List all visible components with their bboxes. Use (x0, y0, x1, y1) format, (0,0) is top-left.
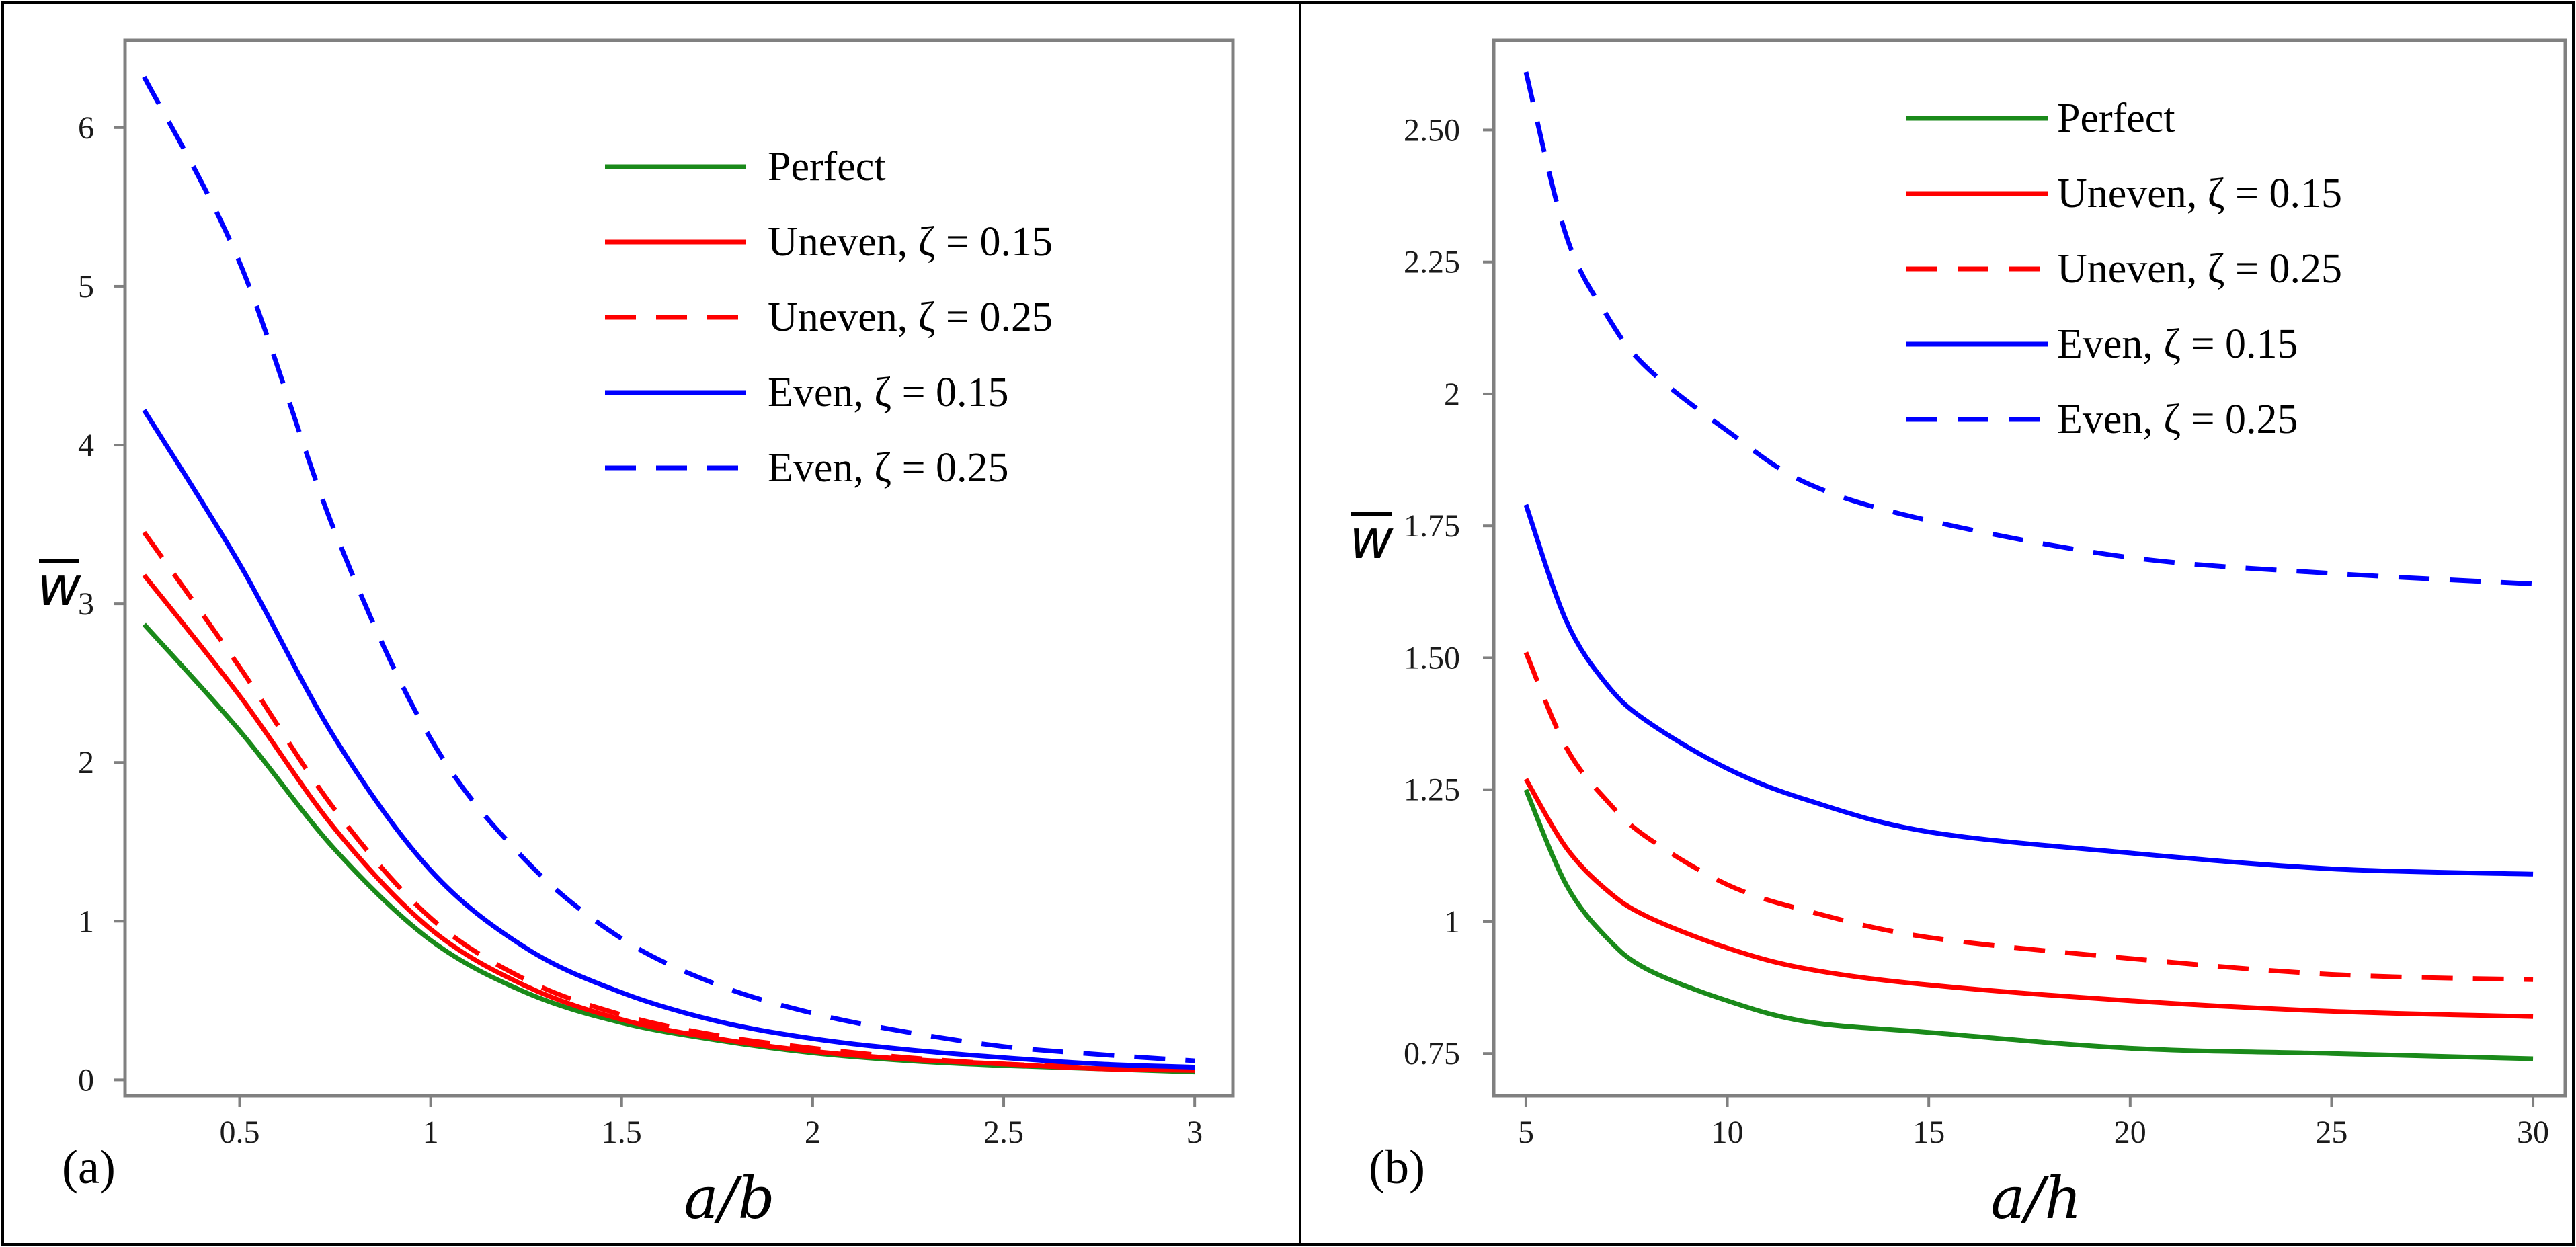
x-tick-label: 20 (2114, 1115, 2146, 1150)
y-tick-label: 1.75 (1404, 508, 1460, 544)
y-tick-label: 1 (1444, 904, 1460, 940)
y-tick-label: 6 (78, 110, 94, 146)
series-line-even-dashed (1523, 71, 2534, 587)
legend-entry-label: Even, ζ = 0.25 (768, 445, 1009, 491)
y-tick-label: 5 (78, 269, 94, 305)
x-tick-label: 15 (1913, 1115, 1945, 1150)
x-tick-label: 10 (1712, 1115, 1744, 1150)
x-tick-label: 2.5 (983, 1115, 1024, 1150)
series-line-uneven-dashed (142, 530, 1195, 1073)
y-tick-label: 2.25 (1404, 245, 1460, 280)
y-tick-label: 2 (78, 745, 94, 780)
x-tick-label: 5 (1518, 1115, 1534, 1150)
x-tick-label: 30 (2517, 1115, 2549, 1150)
y-tick-label: 0 (78, 1062, 94, 1098)
x-tick-label: 3 (1186, 1115, 1203, 1150)
chart-panel-b: 5 10 15 20 25 30 0.75 1 1.25 1.50 1.75 2 2.25 2.50 Per… (1349, 38, 2567, 1232)
chart-panel-a: 0.5 1 1.5 2 2.5 3 0 1 2 3 4 5 6 Perfect Uneven, ζ = 0.… (37, 38, 1235, 1232)
y-tick-label: 1.25 (1404, 772, 1460, 808)
y-tick-label: 3 (78, 586, 94, 622)
y-tick-label: 0.75 (1404, 1036, 1460, 1072)
panel-label: (a) (62, 1140, 116, 1194)
x-tick-label: 2 (805, 1115, 821, 1150)
y-tick-label: 4 (78, 428, 94, 463)
series-line-even-dashed (142, 75, 1195, 1063)
y-tick-label: 1.50 (1404, 640, 1460, 676)
plot-area-border (1492, 38, 2567, 1098)
y-axis-label: w (37, 555, 81, 618)
x-axis-label: a/b (684, 1165, 774, 1232)
y-tick-label: 1 (78, 903, 94, 939)
legend-entry-label: Even, ζ = 0.25 (2057, 397, 2298, 442)
y-tick-label: 2.50 (1404, 112, 1460, 148)
legend-entry-label: Even, ζ = 0.15 (768, 370, 1009, 415)
series-line-perfect-solid (1523, 789, 2534, 1061)
panel-label: (b) (1369, 1140, 1425, 1194)
legend-entry-label: Perfect (768, 144, 886, 190)
x-axis-label: a/h (1990, 1165, 2082, 1232)
series-line-uneven-solid (1523, 778, 2534, 1019)
x-tick-label: 1 (423, 1115, 439, 1150)
series-line-even-solid (1523, 504, 2534, 877)
series-line-uneven-dashed (1523, 651, 2534, 982)
x-tick-label: 1.5 (602, 1115, 642, 1150)
y-tick-label: 2 (1444, 376, 1460, 412)
series-line-even-solid (142, 409, 1195, 1070)
x-tick-label: 25 (2315, 1115, 2347, 1150)
x-tick-label: 0.5 (219, 1115, 259, 1150)
legend-entry-label: Uneven, ζ = 0.25 (768, 294, 1053, 340)
y-axis-label: w (1349, 508, 1394, 571)
legend-entry-label: Even, ζ = 0.15 (2057, 321, 2298, 367)
legend-entry-label: Uneven, ζ = 0.25 (2057, 246, 2342, 292)
legend-entry-label: Perfect (2057, 95, 2175, 141)
legend-entry-label: Uneven, ζ = 0.15 (768, 219, 1053, 265)
plot-area-border (123, 38, 1235, 1098)
legend-entry-label: Uneven, ζ = 0.15 (2057, 171, 2342, 216)
